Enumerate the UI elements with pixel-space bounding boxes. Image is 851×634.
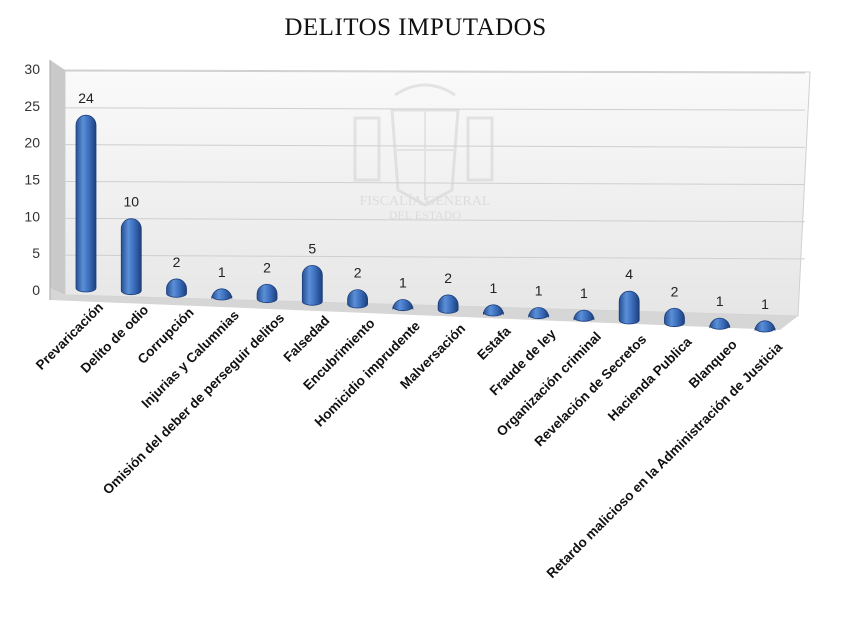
bar bbox=[256, 283, 278, 304]
bar bbox=[618, 290, 640, 325]
bar bbox=[709, 317, 731, 330]
gridline bbox=[64, 217, 806, 223]
watermark-line1: FISCALÍA GENERAL bbox=[359, 192, 490, 209]
data-label: 4 bbox=[625, 266, 633, 282]
bar bbox=[664, 307, 685, 328]
category-label: Estafa bbox=[474, 323, 514, 363]
data-label: 10 bbox=[123, 194, 139, 210]
y-tick-label: 15 bbox=[24, 172, 40, 188]
floor bbox=[50, 288, 798, 330]
data-label: 5 bbox=[308, 240, 316, 256]
data-label: 2 bbox=[173, 254, 181, 270]
chart-title: DELITOS IMPUTADOS bbox=[284, 14, 547, 41]
y-ticks: 0 5 10 15 20 25 30 bbox=[24, 61, 40, 298]
data-label: 2 bbox=[354, 265, 362, 281]
data-labels: 24 10 2 1 2 5 2 1 2 1 1 1 4 2 1 1 bbox=[78, 90, 769, 312]
bar bbox=[347, 289, 368, 309]
watermark-emblem: FISCALÍA GENERAL DEL ESTADO bbox=[353, 83, 494, 222]
side-wall bbox=[50, 60, 65, 295]
bar bbox=[483, 304, 504, 317]
category-label: Omisión del deber de perseguir delitos bbox=[100, 310, 287, 497]
bar bbox=[75, 114, 97, 293]
gridline bbox=[64, 254, 806, 260]
data-label: 2 bbox=[444, 270, 452, 286]
data-label: 1 bbox=[580, 285, 588, 301]
watermark-line2: DEL ESTADO bbox=[389, 208, 462, 222]
y-tick-label: 30 bbox=[24, 61, 40, 77]
y-tick-label: 20 bbox=[24, 135, 40, 151]
bars bbox=[75, 114, 776, 333]
category-label: Retardo malicioso en la Administración d… bbox=[544, 339, 786, 581]
data-label: 1 bbox=[535, 282, 543, 298]
gridline bbox=[64, 70, 806, 74]
data-label: 1 bbox=[716, 293, 724, 309]
data-label: 2 bbox=[671, 283, 679, 299]
y-tick-label: 5 bbox=[32, 245, 40, 261]
data-label: 1 bbox=[490, 280, 498, 296]
bar bbox=[754, 320, 776, 333]
y-tick-label: 25 bbox=[24, 98, 40, 114]
gridline bbox=[64, 181, 806, 186]
gridline bbox=[64, 144, 806, 148]
data-label: 1 bbox=[761, 296, 769, 312]
y-tick-label: 0 bbox=[32, 282, 40, 298]
data-label: 24 bbox=[78, 90, 94, 106]
category-label: Hacienda Publica bbox=[605, 334, 695, 424]
data-label: 1 bbox=[218, 264, 226, 280]
data-label: 2 bbox=[263, 259, 271, 275]
y-tick-label: 10 bbox=[24, 208, 40, 224]
bar bbox=[437, 294, 459, 314]
data-label: 1 bbox=[399, 274, 407, 290]
bar bbox=[573, 309, 595, 322]
bar bbox=[166, 278, 187, 298]
bar bbox=[211, 288, 233, 301]
bar bbox=[120, 218, 142, 296]
bar bbox=[301, 264, 323, 306]
